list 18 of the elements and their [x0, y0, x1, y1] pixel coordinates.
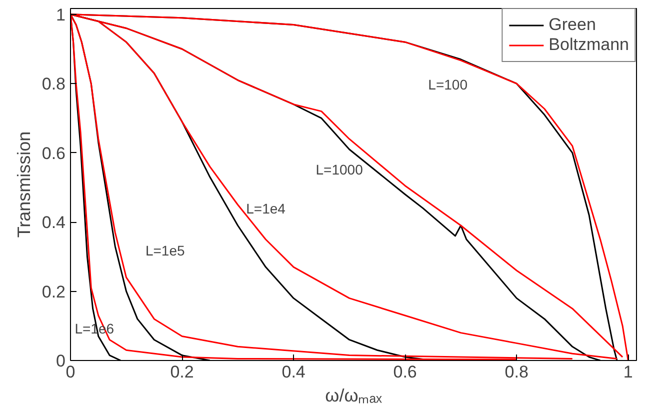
annotation: L=1e4: [246, 200, 286, 217]
y-tick-label: 1: [56, 5, 66, 24]
x-tick-label: 0.8: [504, 362, 528, 382]
x-tick-label: 0.2: [170, 362, 194, 382]
annotation: L=1000: [316, 161, 364, 178]
x-tick-label: 0.4: [282, 362, 306, 382]
annotation: L=100: [428, 76, 468, 92]
x-tick-label: 1: [623, 362, 633, 382]
y-tick-label: 0.8: [42, 74, 66, 94]
y-axis-title: Transmission: [14, 131, 34, 238]
x-axis-title: ω/ωₘₐₓ: [325, 386, 382, 406]
legend-label: Green: [548, 15, 596, 35]
y-tick-label: 0.6: [42, 144, 66, 163]
annotation: L=1e5: [145, 242, 185, 258]
legend-label: Boltzmann: [548, 35, 629, 55]
x-tick-label: 0.6: [393, 362, 417, 382]
y-tick-label: 0.2: [42, 282, 66, 302]
y-tick-label: 0.4: [42, 213, 66, 232]
